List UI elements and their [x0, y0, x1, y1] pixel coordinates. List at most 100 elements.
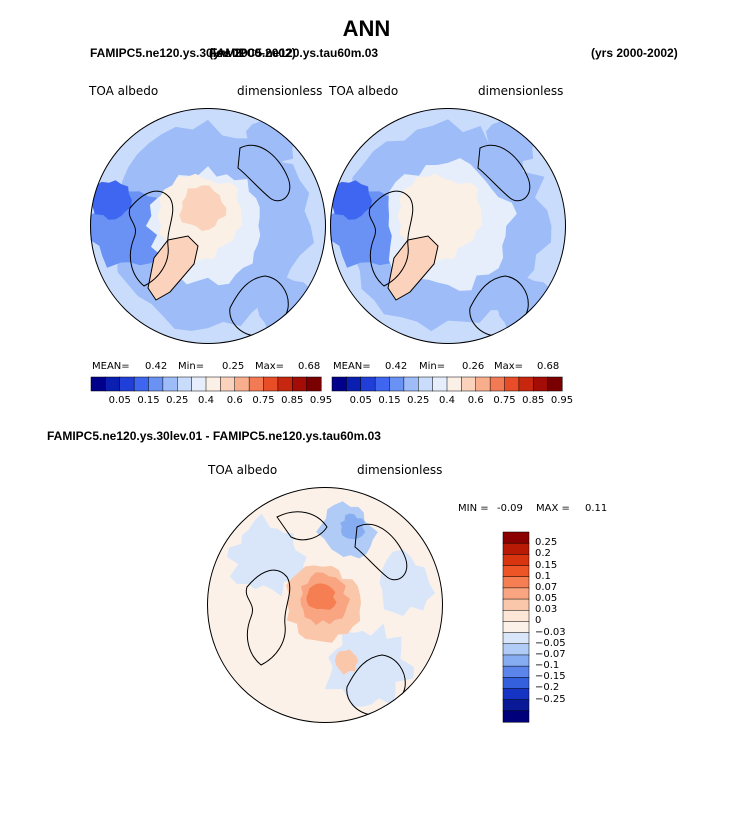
colorbar-tick-label: 0.75 — [252, 395, 275, 406]
colorbar-swatch — [502, 654, 530, 667]
colorbar-tick-label: 0.05 — [535, 593, 558, 605]
panel3-min-label: MIN = — [458, 503, 489, 514]
colorbar-tick-label: 0.05 — [349, 395, 372, 406]
colorbar-swatch — [502, 554, 530, 567]
colorbar-swatch — [502, 665, 530, 678]
siberia-coast — [237, 144, 291, 202]
colorbar-swatch — [502, 587, 530, 600]
top-right-years: (yrs 2000-2002) — [591, 46, 678, 60]
top-left-years: (yrs 2000-2002) — [209, 46, 296, 60]
colorbar-swatch — [475, 376, 491, 392]
panel1-max-label: Max= — [255, 361, 285, 372]
panel2-max-label: Max= — [494, 361, 524, 372]
panel1-min-label: Min= — [178, 361, 205, 372]
panel2-max-value: 0.68 — [537, 361, 560, 372]
colorbar-swatch — [234, 376, 250, 392]
canadian-archipelago-coast — [368, 190, 414, 287]
colorbar-swatch — [502, 710, 530, 723]
panel1-min-value: 0.25 — [222, 361, 245, 372]
colorbar-swatch — [220, 376, 236, 392]
colorbar-swatch — [306, 376, 322, 392]
siberia-coast — [477, 144, 531, 202]
panel3-min-value: -0.09 — [497, 503, 523, 514]
panel1-mean-value: 0.42 — [145, 361, 168, 372]
canadian-archipelago-coast — [128, 190, 174, 287]
map-boundary — [207, 487, 443, 723]
pacific-low-albedo — [332, 180, 372, 220]
colorbar-swatch — [346, 376, 362, 392]
colorbar-tick-label: 0.75 — [493, 395, 516, 406]
panel3-max-value: 0.11 — [585, 503, 608, 514]
colorbar-tick-label: 0.15 — [378, 395, 401, 406]
colorbar-tick-label: 0.15 — [137, 395, 160, 406]
colorbar-tick-label: 0.05 — [108, 395, 131, 406]
colorbar-tick-label: 0.6 — [467, 395, 484, 406]
colorbar-tick-label: −0.07 — [535, 648, 566, 660]
panel2-field-label: TOA albedo — [329, 84, 399, 98]
panel2-colorbar — [331, 376, 563, 392]
greenland-coast — [147, 235, 199, 301]
negative-difference-east — [379, 549, 435, 616]
colorbar-swatch — [504, 376, 520, 392]
colorbar-tick-label: 0 — [535, 615, 542, 627]
panel1-polar-map — [90, 108, 326, 344]
colorbar-swatch — [248, 376, 265, 392]
colorbar-tick-label: 0.2 — [535, 548, 551, 560]
colorbar-swatch — [133, 376, 150, 392]
scandinavia-coast — [469, 275, 529, 337]
colorbar-swatch — [518, 376, 534, 392]
positive-difference-svalbard — [334, 649, 359, 675]
colorbar-swatch — [502, 632, 530, 645]
panel2-units-label: dimensionless — [478, 84, 564, 98]
colorbar-swatch — [374, 376, 391, 392]
colorbar-tick-label: 0.07 — [535, 581, 558, 593]
colorbar-swatch — [263, 376, 279, 392]
colorbar-tick-label: 0.4 — [439, 395, 455, 406]
panel3-colorbar — [502, 531, 530, 723]
panel3-field-label: TOA albedo — [208, 463, 278, 477]
colorbar-tick-label: 0.15 — [535, 559, 558, 571]
top-right-case-title: FAMIPC5.ne120.ys.tau60m.03 — [210, 46, 379, 60]
panel3-max-label: MAX = — [536, 503, 570, 514]
panel2-mean-value: 0.42 — [385, 361, 408, 372]
colorbar-swatch — [502, 576, 530, 589]
colorbar-swatch — [277, 376, 293, 392]
colorbar-tick-label: 0.25 — [535, 537, 558, 549]
map-boundary — [90, 108, 326, 344]
colorbar-swatch — [119, 376, 135, 392]
colorbar-swatch — [502, 677, 530, 690]
panel1-mean-label: MEAN= — [92, 361, 130, 372]
greenland-albedo — [148, 236, 198, 300]
negative-difference-atlantic — [324, 623, 414, 707]
alaska-coast — [276, 511, 328, 541]
siberia-coast — [354, 523, 408, 581]
colorbar-swatch — [432, 376, 448, 392]
colorbar-swatch — [162, 376, 178, 392]
colorbar-swatch — [389, 376, 405, 392]
colorbar-tick-label: −0.05 — [535, 637, 566, 649]
pacific-low-albedo — [92, 180, 132, 220]
figure-title: ANN — [342, 16, 391, 41]
colorbar-swatch — [502, 699, 530, 712]
colorbar-swatch — [502, 609, 530, 622]
scandinavia-coast — [229, 275, 289, 337]
colorbar-tick-label: 0.03 — [535, 604, 558, 616]
colorbar-tick-label: −0.2 — [535, 682, 560, 694]
colorbar-tick-label: 0.25 — [407, 395, 430, 406]
colorbar-swatch — [489, 376, 506, 392]
greenland-coast — [387, 235, 439, 301]
max-positive-difference — [306, 583, 337, 610]
colorbar-tick-label: 0.95 — [309, 395, 333, 406]
colorbar-swatch — [418, 376, 434, 392]
panel1-max-value: 0.68 — [298, 361, 321, 372]
colorbar-swatch — [331, 376, 347, 392]
greenland-albedo — [388, 236, 438, 300]
bottom-title: FAMIPC5.ne120.ys.30lev.01 - FAMIPC5.ne12… — [47, 429, 381, 443]
colorbar-tick-label: −0.25 — [535, 693, 566, 705]
colorbar-tick-label: 0.4 — [198, 395, 214, 406]
colorbar-swatch — [502, 531, 530, 544]
colorbar-swatch — [360, 376, 376, 392]
panel2-mean-label: MEAN= — [333, 361, 371, 372]
polar-cap-albedo — [179, 185, 227, 231]
